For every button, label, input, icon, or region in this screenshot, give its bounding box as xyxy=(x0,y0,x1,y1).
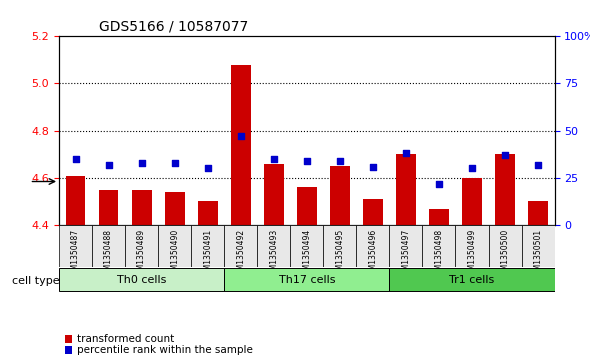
FancyBboxPatch shape xyxy=(59,268,224,291)
FancyBboxPatch shape xyxy=(323,225,356,267)
FancyBboxPatch shape xyxy=(389,225,422,267)
Bar xyxy=(99,190,119,225)
FancyBboxPatch shape xyxy=(224,268,389,291)
FancyBboxPatch shape xyxy=(92,225,125,267)
Text: GDS5166 / 10587077: GDS5166 / 10587077 xyxy=(99,20,248,34)
FancyBboxPatch shape xyxy=(356,225,389,267)
Text: GSM1350489: GSM1350489 xyxy=(137,229,146,280)
FancyBboxPatch shape xyxy=(455,225,489,267)
Point xyxy=(170,160,179,166)
FancyBboxPatch shape xyxy=(59,225,92,267)
Point xyxy=(137,160,146,166)
Point xyxy=(71,156,80,162)
FancyBboxPatch shape xyxy=(158,225,191,267)
Text: GSM1350499: GSM1350499 xyxy=(467,229,477,281)
Text: GSM1350492: GSM1350492 xyxy=(236,229,245,280)
Bar xyxy=(165,192,185,225)
Point xyxy=(335,158,345,164)
Bar xyxy=(330,166,350,225)
FancyBboxPatch shape xyxy=(224,225,257,267)
Text: GSM1350487: GSM1350487 xyxy=(71,229,80,280)
Text: cell type: cell type xyxy=(12,276,60,286)
Text: GSM1350500: GSM1350500 xyxy=(500,229,510,281)
Point xyxy=(269,156,278,162)
Bar xyxy=(396,154,416,225)
FancyBboxPatch shape xyxy=(522,225,555,267)
Text: GSM1350488: GSM1350488 xyxy=(104,229,113,280)
Text: GSM1350495: GSM1350495 xyxy=(335,229,345,281)
Point xyxy=(104,162,113,168)
Text: Th0 cells: Th0 cells xyxy=(117,274,166,285)
FancyBboxPatch shape xyxy=(422,225,455,267)
Bar xyxy=(363,199,383,225)
Point xyxy=(434,181,444,187)
Text: percentile rank within the sample: percentile rank within the sample xyxy=(77,345,253,355)
FancyBboxPatch shape xyxy=(489,225,522,267)
Text: Th17 cells: Th17 cells xyxy=(278,274,335,285)
Bar xyxy=(65,176,86,225)
Bar xyxy=(264,164,284,225)
Text: GSM1350490: GSM1350490 xyxy=(170,229,179,281)
FancyBboxPatch shape xyxy=(191,225,224,267)
Bar xyxy=(297,187,317,225)
Text: GSM1350494: GSM1350494 xyxy=(302,229,312,281)
Point xyxy=(302,158,312,164)
Text: Tr1 cells: Tr1 cells xyxy=(450,274,494,285)
Text: GSM1350497: GSM1350497 xyxy=(401,229,411,281)
FancyBboxPatch shape xyxy=(125,225,158,267)
Text: GSM1350498: GSM1350498 xyxy=(434,229,444,280)
Bar xyxy=(528,201,548,225)
Text: transformed count: transformed count xyxy=(77,334,174,344)
Point xyxy=(401,150,411,156)
FancyBboxPatch shape xyxy=(290,225,323,267)
FancyBboxPatch shape xyxy=(389,268,555,291)
Text: GSM1350491: GSM1350491 xyxy=(203,229,212,280)
Point xyxy=(533,162,543,168)
Bar xyxy=(231,65,251,225)
Text: GSM1350493: GSM1350493 xyxy=(269,229,278,281)
Point xyxy=(236,134,245,139)
Text: GSM1350496: GSM1350496 xyxy=(368,229,378,281)
Bar xyxy=(132,190,152,225)
FancyBboxPatch shape xyxy=(257,225,290,267)
Point xyxy=(203,166,212,171)
Point xyxy=(368,164,378,170)
Point xyxy=(467,166,477,171)
Text: GSM1350501: GSM1350501 xyxy=(533,229,543,280)
Point xyxy=(500,152,510,158)
Bar xyxy=(429,209,449,225)
Bar xyxy=(462,178,482,225)
Bar xyxy=(495,154,515,225)
Bar xyxy=(198,201,218,225)
